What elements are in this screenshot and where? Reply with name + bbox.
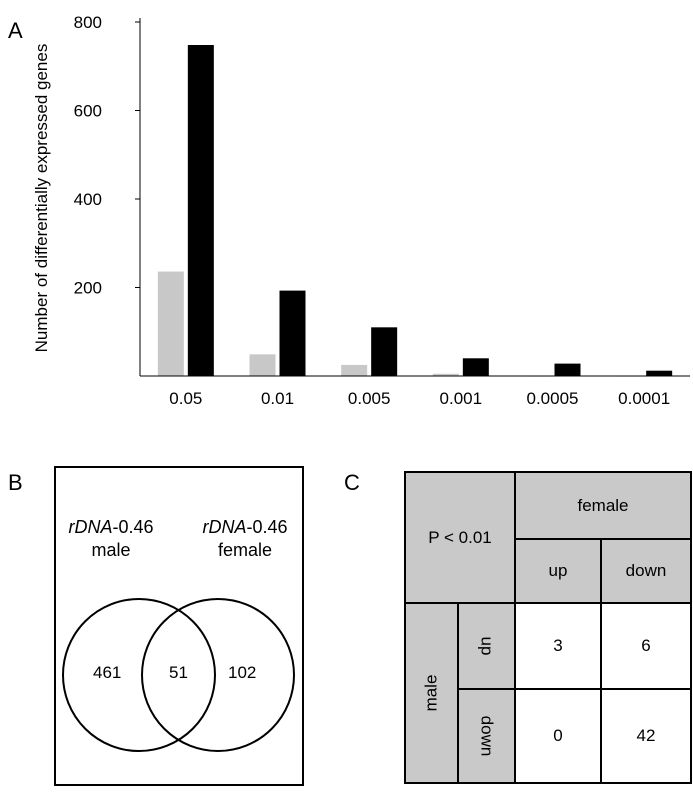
venn-right-only-count: 102 xyxy=(228,663,257,682)
contingency-table: P < 0.01 female up down male up 3 6 down xyxy=(404,471,692,784)
panel-label-a: A xyxy=(8,18,23,43)
table-cell-down-up: 0 xyxy=(514,688,602,784)
y-tick-label: 800 xyxy=(74,13,102,32)
venn-overlap-count: 51 xyxy=(169,663,188,682)
table-col-down-header: down xyxy=(600,538,692,604)
bar-black xyxy=(554,363,581,376)
table-row-group-header: male xyxy=(404,602,459,784)
x-tick-label: 0.01 xyxy=(261,389,294,408)
venn-left-label-italic: rDNA xyxy=(68,517,113,537)
x-tick-label: 0.05 xyxy=(169,389,202,408)
table-col-group-header: female xyxy=(514,471,692,540)
venn-right-label-sex: female xyxy=(217,540,273,560)
table-row-group-label: male xyxy=(421,674,441,712)
table-corner-cell: P < 0.01 xyxy=(404,471,516,604)
venn-left-only-count: 461 xyxy=(93,663,122,682)
x-tick-label: 0.0005 xyxy=(527,389,579,408)
panel-label-b: B xyxy=(8,470,23,495)
panel-label-c: C xyxy=(344,470,360,495)
y-tick-label: 200 xyxy=(74,279,102,298)
bar-black xyxy=(646,370,673,376)
x-tick-label: 0.0001 xyxy=(618,389,670,408)
y-axis-title: Number of differentially expressed genes xyxy=(32,44,51,353)
bar-black xyxy=(279,290,306,376)
venn-right-label-italic: rDNA xyxy=(202,517,247,537)
table-value-up-down: 6 xyxy=(641,636,651,655)
venn-left-label-sex: male xyxy=(91,540,131,560)
venn-left-label: rDNA-0.46 male xyxy=(56,516,166,562)
table-cell-down-down: 42 xyxy=(600,688,692,784)
table-col-group-label: female xyxy=(577,495,629,515)
table-col-down-label: down xyxy=(625,561,667,580)
venn-diagram: rDNA-0.46 male rDNA-0.46 female 461 51 1… xyxy=(54,466,304,786)
bar-black xyxy=(462,358,489,376)
bar-black xyxy=(371,327,398,376)
table-row-down-label: down xyxy=(477,715,497,757)
bar-grey xyxy=(432,373,459,376)
table-row-up-header: up xyxy=(456,602,517,690)
venn-left-label-rest: -0.46 xyxy=(112,517,154,537)
y-tick-label: 600 xyxy=(74,102,102,121)
x-tick-label: 0.001 xyxy=(440,389,483,408)
venn-circles xyxy=(62,598,295,752)
table-cell-up-up: 3 xyxy=(514,602,602,690)
bar-black xyxy=(187,45,214,376)
table-value-up-up: 3 xyxy=(553,636,563,655)
axis-layer: 200 400 600 800 0.05 0.01 0.005 0.001 0.0005 0.00… xyxy=(74,13,690,408)
y-tick-label: 400 xyxy=(74,190,102,209)
x-tick-label: 0.005 xyxy=(348,389,391,408)
bars-layer xyxy=(157,45,673,377)
venn-right-circle xyxy=(141,598,295,752)
bar-grey xyxy=(157,271,184,376)
venn-right-label-rest: -0.46 xyxy=(246,517,288,537)
table-row-up-label: up xyxy=(477,636,497,656)
table-cell-up-down: 6 xyxy=(600,602,692,690)
bar-chart: 200 400 600 800 0.05 0.01 0.005 0.001 0.0005 0.00… xyxy=(32,13,690,408)
table-col-up-label: up xyxy=(548,561,568,580)
bar-grey xyxy=(249,354,276,376)
table-col-up-header: up xyxy=(514,538,602,604)
table-value-down-down: 42 xyxy=(636,726,656,745)
venn-right-label: rDNA-0.46 female xyxy=(190,516,300,562)
table-corner-label: P < 0.01 xyxy=(428,527,492,547)
table-row-down-header: down xyxy=(456,688,517,784)
venn-left-circle xyxy=(62,598,216,752)
table-value-down-up: 0 xyxy=(553,726,563,745)
bar-grey xyxy=(341,364,368,376)
